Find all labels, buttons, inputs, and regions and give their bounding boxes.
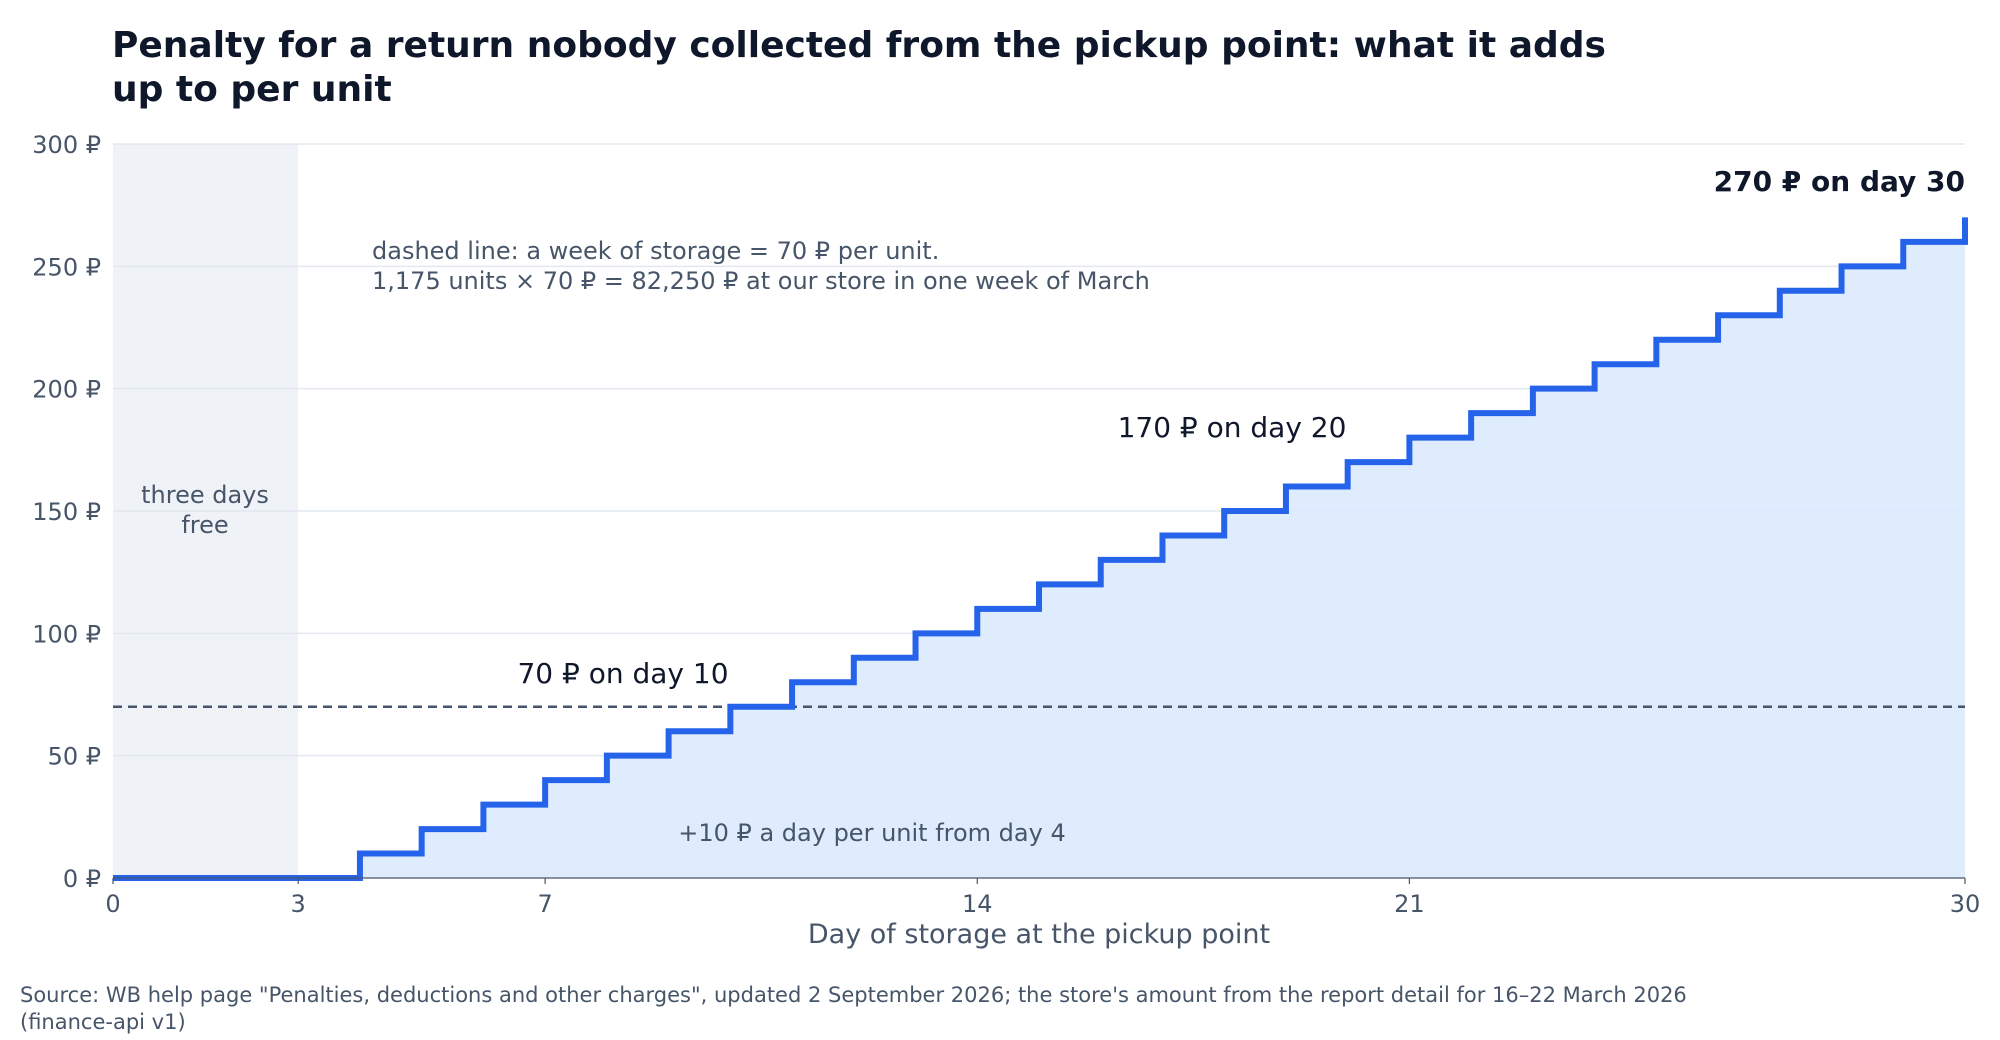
- x-tick-label: 21: [1394, 890, 1425, 918]
- y-tick-label: 0 ₽: [63, 865, 101, 893]
- annotation-day20: 170 ₽ on day 20: [1118, 411, 1347, 444]
- y-axis-ticks: 0 ₽ 50 ₽ 100 ₽ 150 ₽ 200 ₽ 250 ₽ 300 ₽: [32, 131, 101, 893]
- annotation-day10: 70 ₽ on day 10: [517, 657, 728, 690]
- annotation-rate: +10 ₽ a day per unit from day 4: [678, 819, 1065, 847]
- x-axis-ticks: 0 3 7 14 21 30: [105, 878, 1980, 918]
- x-tick-label: 7: [537, 890, 552, 918]
- annotation-day30: 270 ₽ on day 30: [1714, 165, 1965, 198]
- x-tick-label: 30: [1950, 890, 1981, 918]
- chart-title: Penalty for a return nobody collected fr…: [112, 25, 1606, 110]
- note-line2: 1,175 units × 70 ₽ = 82,250 ₽ at our sto…: [372, 267, 1150, 295]
- y-tick-label: 50 ₽: [48, 743, 101, 771]
- penalty-step-line: [113, 217, 1968, 881]
- y-tick-label: 300 ₽: [32, 131, 101, 159]
- free-days-label-line2: free: [181, 511, 228, 539]
- penalty-step-chart: 0 ₽ 50 ₽ 100 ₽ 150 ₽ 200 ₽ 250 ₽ 300 ₽ 0 3 7 14 21…: [32, 131, 1980, 950]
- y-tick-label: 250 ₽: [32, 253, 101, 281]
- area-fill: [113, 217, 1965, 878]
- x-tick-label: 3: [291, 890, 306, 918]
- note-line1: dashed line: a week of storage = 70 ₽ pe…: [372, 237, 939, 265]
- x-axis-label: Day of storage at the pickup point: [808, 919, 1270, 950]
- y-tick-label: 150 ₽: [32, 498, 101, 526]
- y-tick-label: 100 ₽: [32, 620, 101, 648]
- x-tick-label: 14: [962, 890, 993, 918]
- free-days-label-line1: three days: [141, 481, 269, 509]
- y-tick-label: 200 ₽: [32, 376, 101, 404]
- source-note: Source: WB help page "Penalties, deducti…: [20, 983, 1687, 1034]
- x-tick-label: 0: [105, 890, 120, 918]
